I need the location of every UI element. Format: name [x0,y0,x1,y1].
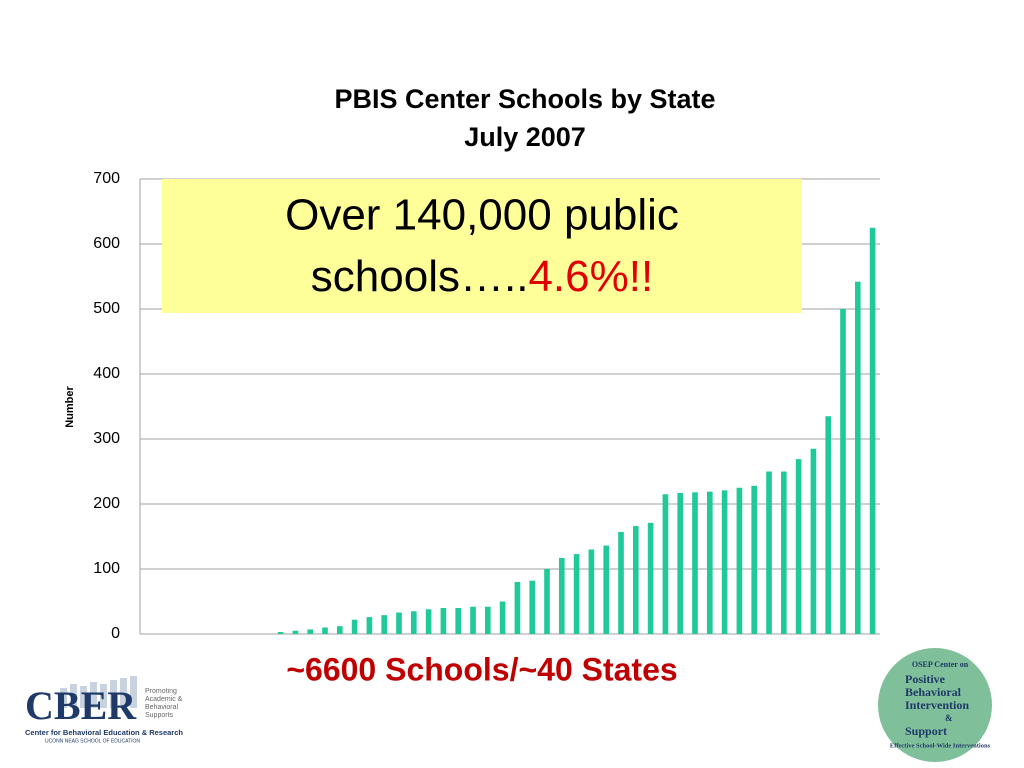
bar [573,554,580,634]
bar [410,611,417,634]
bar [662,494,669,634]
pbis-word: Behavioral [905,685,962,699]
bar [396,612,402,634]
bar [499,601,506,634]
y-tick-label: 400 [93,365,120,382]
bar [529,580,536,634]
pbis-top: OSEP Center on [912,660,969,669]
cber-school: UCONN NEAG SCHOOL OF EDUCATION [45,738,140,744]
bar [351,619,358,634]
bar [381,615,388,634]
pbis-word: & [945,713,953,723]
pbis-word: Support [905,724,947,738]
y-tick-label: 200 [93,495,120,512]
bar [618,531,624,634]
bar [514,582,521,634]
bar [484,606,491,634]
bar [322,627,328,634]
bar [721,490,728,634]
bar [647,522,654,634]
bar [277,632,284,634]
callout-highlight: 4.6%!! [528,252,653,301]
bar [455,608,462,634]
callout-line: Over 140,000 public [285,191,679,240]
y-tick-label: 0 [111,625,120,642]
bar [677,492,684,634]
y-tick-label: 300 [93,430,120,447]
bar [336,626,343,634]
callout-box [162,179,802,313]
bar [766,471,772,634]
bar [307,629,314,634]
bar [751,485,758,634]
bar [795,459,802,634]
bar [825,416,832,634]
cber-tagline: Promoting Academic & Behavioral Supports [145,688,183,719]
pbis-word: Positive [905,672,946,686]
bar [706,491,713,634]
chart-title: PBIS Center Schools by State [334,84,715,114]
chart-subtitle: July 2007 [464,122,586,152]
bar [544,569,550,634]
bar [810,448,817,634]
callout-line: schools…..4.6%!! [311,252,653,301]
cber-name: CBER [25,683,137,728]
footer-text: ~6600 Schools/~40 States [286,651,677,687]
bar [292,630,299,634]
callout-text: schools….. [311,252,529,301]
bar [366,617,373,634]
bar [603,545,610,634]
y-tick-label: 700 [93,170,120,187]
bar [470,606,476,634]
bar [780,471,787,634]
cber-full: Center for Behavioral Education & Resear… [25,728,183,737]
pbis-logo: OSEP Center on PositiveBehavioralInterve… [878,648,992,762]
bar [692,492,698,634]
y-tick-label: 500 [93,300,120,317]
bar [558,557,565,634]
y-axis-label: Number [64,386,76,428]
bar [632,526,639,634]
bar [736,487,743,634]
cber-logo: CBER Promoting Academic & Behavioral Sup… [25,676,183,744]
bar [588,549,595,634]
bar [869,227,876,634]
bar [440,608,447,634]
pbis-word: Intervention [905,698,969,712]
y-tick-label: 100 [93,560,120,577]
pbis-bottom: Effective School-Wide Interventions [890,742,991,749]
bar [840,309,846,634]
y-tick-label: 600 [93,235,120,252]
bar [425,609,432,634]
bar [854,281,861,634]
